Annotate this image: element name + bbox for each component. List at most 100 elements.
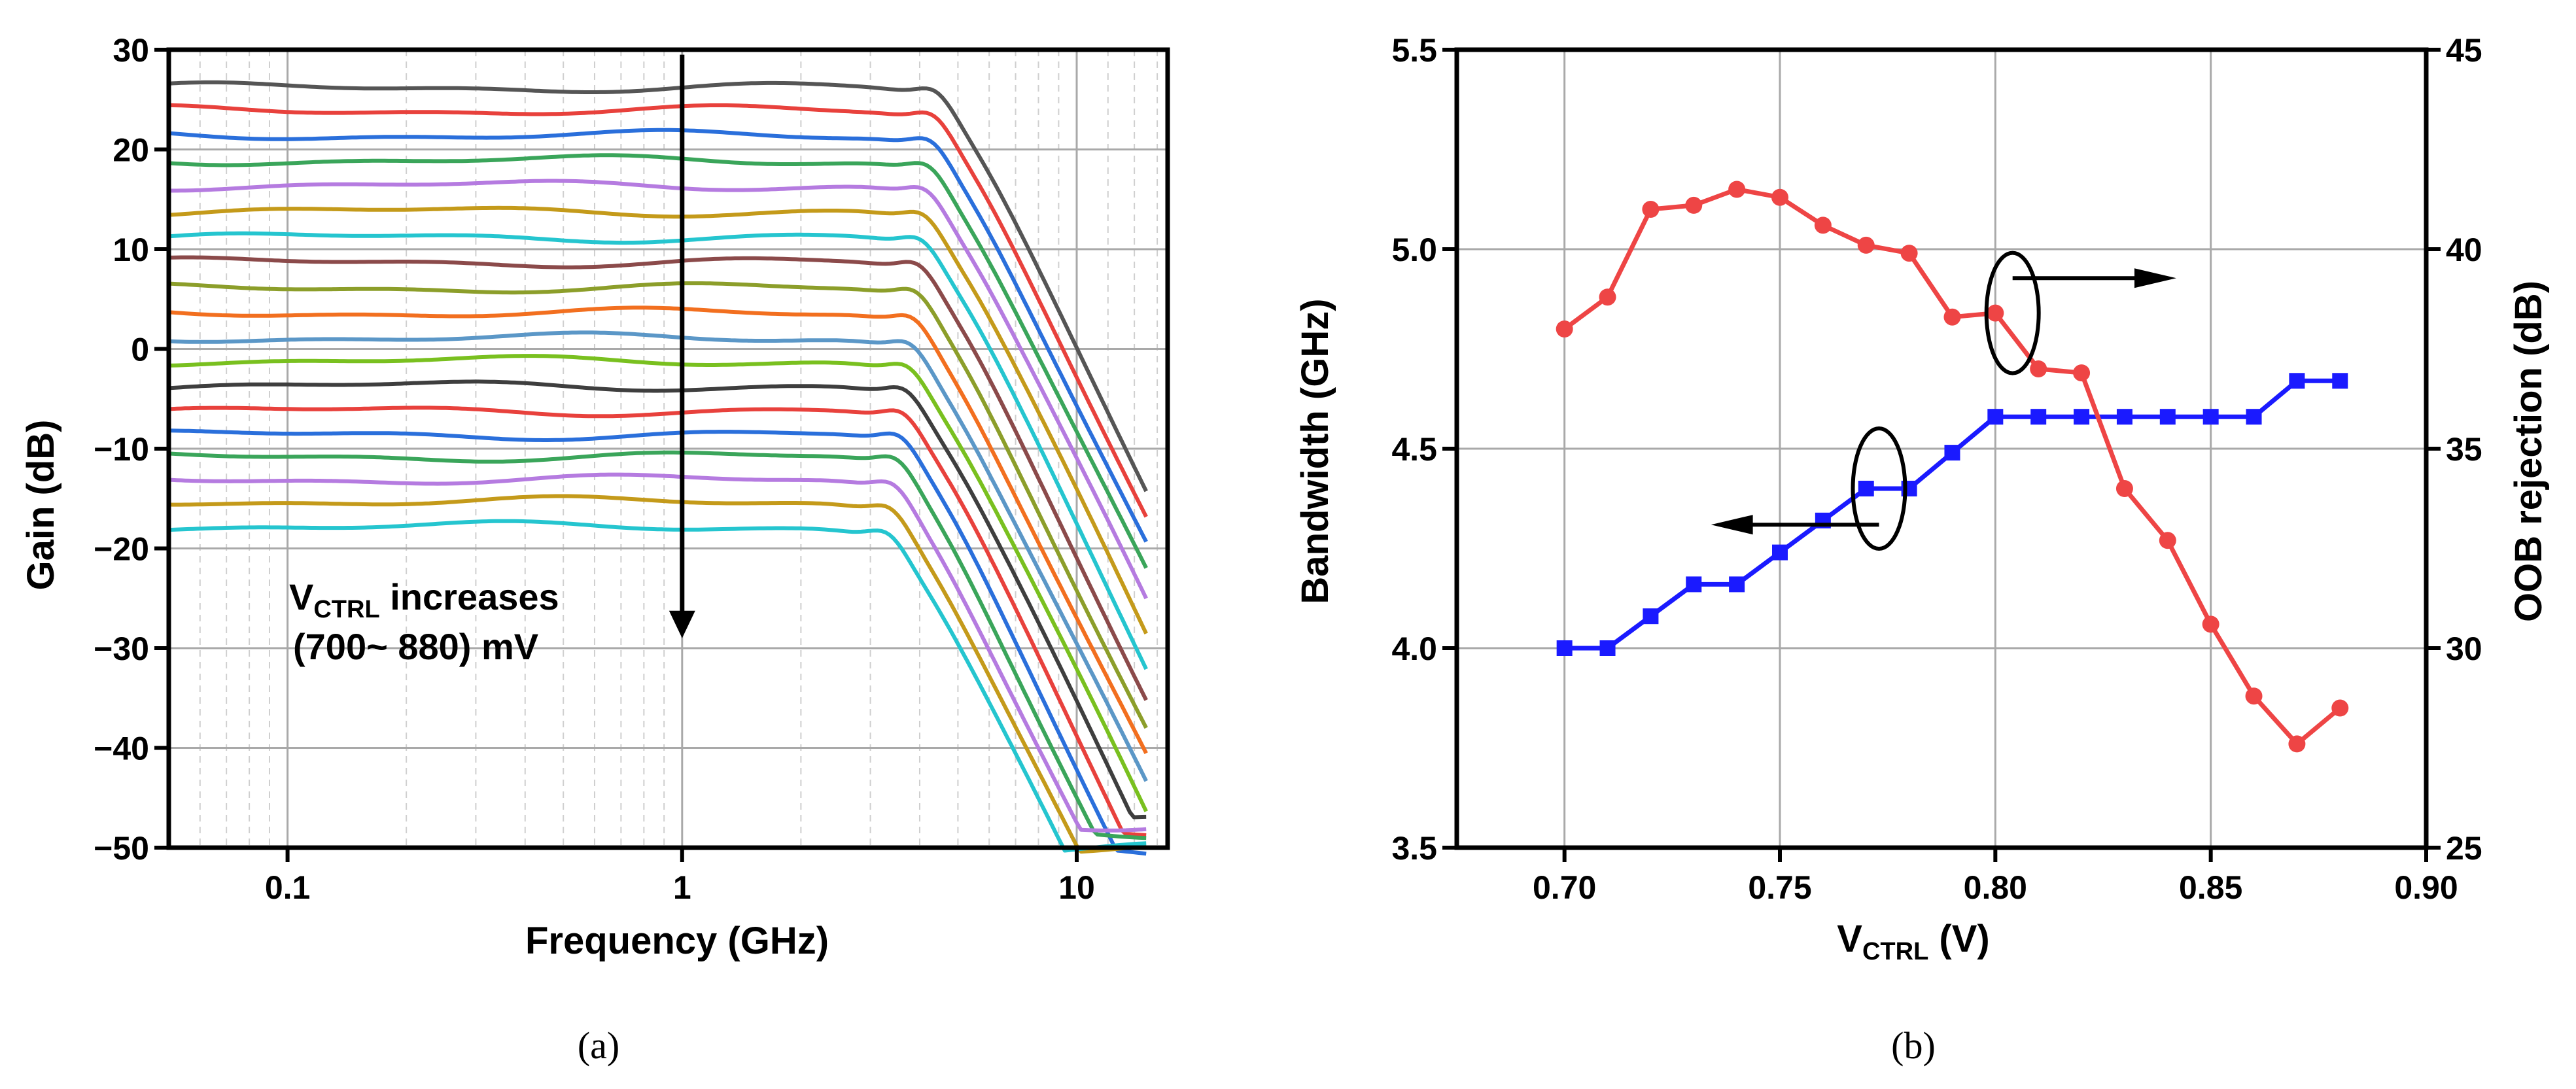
panel-a-y-tick-label: 0 xyxy=(131,332,149,368)
oob-rejection-point xyxy=(2115,480,2133,497)
oob-rejection-point xyxy=(1556,320,1573,337)
panel-a-y-axis-title: Gain (dB) xyxy=(20,420,62,591)
gain-curve-18 xyxy=(168,494,1147,854)
oob-rejection-point xyxy=(1987,304,2004,322)
panel-a-y-tick-label: 10 xyxy=(113,232,149,268)
oob-rejection-point xyxy=(1728,181,1746,198)
panel-a-annotation-line1: VCTRL increases xyxy=(289,576,559,623)
oob-rejection-point xyxy=(2245,687,2263,705)
bandwidth-point xyxy=(2202,409,2219,425)
oob-rejection-point xyxy=(1685,196,1703,214)
gain-curve-2 xyxy=(168,103,1148,518)
panel-a-curves xyxy=(168,80,1148,856)
panel-a-ticks: −50 −40 −30 −20 −10 0 10 20 30 0.1 1 10 xyxy=(94,32,1095,906)
bandwidth-point xyxy=(2074,409,2090,425)
oob-rejection-point xyxy=(1857,236,1875,254)
panel-b-left-y-tick-label: 5.0 xyxy=(1391,232,1437,268)
oob-rejection-point xyxy=(2073,364,2091,382)
panel-a-y-tick-label: −20 xyxy=(94,531,149,568)
gain-curve-4 xyxy=(168,153,1148,569)
panel-b-x-tick-label: 0.90 xyxy=(2394,869,2458,906)
panel-b-right-y-axis-title: OOB rejection (dB) xyxy=(2507,281,2550,622)
panel-b-ticks: 0.70 0.75 0.80 0.85 0.90 3.5 4.0 4.5 5.0 5.5 25 30 3… xyxy=(1391,32,2482,906)
oob-rejection-point xyxy=(1642,201,1660,218)
panel-b-left-y-tick-label: 4.0 xyxy=(1391,631,1437,667)
panel-b-right-y-tick-label: 35 xyxy=(2446,431,2482,468)
bandwidth-point xyxy=(2030,409,2047,425)
annotation-arrowhead-right xyxy=(2134,268,2176,288)
gain-curve-14 xyxy=(168,406,1147,837)
gain-curve-10 xyxy=(168,305,1148,754)
bandwidth-point xyxy=(1987,409,2004,425)
bandwidth-point xyxy=(1599,640,1616,656)
panel-b-x-tick-label: 0.75 xyxy=(1748,869,1811,906)
bandwidth-point xyxy=(2289,373,2305,389)
ellipse-annotation-1 xyxy=(1984,251,2041,375)
panel-b-x-tick-label: 0.80 xyxy=(1964,869,2027,906)
ellipse-annotation-2 xyxy=(1851,426,1907,551)
oob-rejection-point xyxy=(2331,699,2349,717)
panel-b-label: (b) xyxy=(1891,1024,1936,1067)
bandwidth-point xyxy=(1643,608,1659,625)
bandwidth-point xyxy=(1556,640,1573,656)
bandwidth-point xyxy=(1944,445,1960,461)
oob-rejection-point xyxy=(2030,360,2047,377)
panel-b-series xyxy=(1556,181,2349,753)
bandwidth-point xyxy=(2116,409,2132,425)
panel-b-left-y-tick-label: 4.5 xyxy=(1391,431,1437,468)
gain-curve-5 xyxy=(169,179,1148,600)
panel-a-y-tick-label: −40 xyxy=(94,731,149,767)
bandwidth-point xyxy=(2159,409,2176,425)
gain-curve-3 xyxy=(168,128,1148,543)
panel-a-x-tick-label: 1 xyxy=(673,869,691,906)
panel-a-arrowhead xyxy=(669,610,695,638)
gain-curve-12 xyxy=(168,354,1148,812)
panel-a-y-tick-label: −30 xyxy=(94,631,149,667)
panel-a-gain-vs-frequency: −50 −40 −30 −20 −10 0 10 20 30 0.1 1 10 VCTRL incre… xyxy=(20,32,1170,1067)
oob-rejection-point xyxy=(1771,188,1788,206)
bandwidth-point xyxy=(1772,544,1788,561)
gain-curve-8 xyxy=(168,255,1148,701)
oob-rejection-point xyxy=(2159,532,2176,549)
gain-curve-9 xyxy=(168,281,1148,729)
panel-a-y-tick-label: −50 xyxy=(94,830,149,867)
gain-curve-1 xyxy=(168,80,1148,493)
panel-a-x-axis-title: Frequency (GHz) xyxy=(525,920,829,962)
gain-curve-7 xyxy=(168,231,1148,670)
panel-a-y-tick-label: 30 xyxy=(113,32,149,69)
panel-a-y-tick-label: 20 xyxy=(113,132,149,169)
panel-b-left-y-tick-label: 5.5 xyxy=(1391,32,1437,69)
panel-b-x-tick-label: 0.70 xyxy=(1533,869,1596,906)
oob-rejection-point xyxy=(1599,288,1616,306)
panel-b-left-y-tick-label: 3.5 xyxy=(1391,830,1437,867)
panel-b-annotations xyxy=(1711,251,2176,551)
gain-curve-19 xyxy=(168,519,1147,853)
bandwidth-point xyxy=(1858,481,1874,496)
panel-a-x-tick-label: 0.1 xyxy=(265,869,311,906)
oob-rejection-point xyxy=(1900,245,1918,262)
gain-curve-6 xyxy=(168,205,1148,634)
bandwidth-point xyxy=(2332,373,2348,389)
bandwidth-point xyxy=(1686,576,1702,593)
gain-curve-15 xyxy=(168,428,1147,856)
panel-b-x-tick-label: 0.85 xyxy=(2179,869,2242,906)
oob-rejection-line xyxy=(1563,187,2342,746)
bandwidth-point xyxy=(1729,576,1745,593)
gain-curve-16 xyxy=(168,450,1147,840)
gain-curve-13 xyxy=(168,379,1147,820)
panel-b-right-y-tick-label: 45 xyxy=(2446,32,2482,69)
gain-curve-11 xyxy=(168,330,1148,782)
panel-a-label: (a) xyxy=(578,1024,619,1067)
panel-b-right-y-tick-label: 40 xyxy=(2446,232,2482,268)
panel-b-right-y-tick-label: 30 xyxy=(2446,631,2482,667)
oob-rejection-point xyxy=(1943,308,1961,326)
panel-a-x-tick-label: 10 xyxy=(1058,869,1095,906)
panel-b-left-y-axis-title: Bandwidth (GHz) xyxy=(1294,298,1336,604)
oob-rejection-point xyxy=(2202,615,2219,633)
bandwidth-line xyxy=(1564,378,2341,651)
oob-rejection-point xyxy=(2288,735,2306,753)
annotation-arrowhead-left xyxy=(1711,515,1753,535)
bandwidth-point xyxy=(2246,409,2262,425)
panel-a-annotation-line2: (700~ 880) mV xyxy=(293,626,538,667)
